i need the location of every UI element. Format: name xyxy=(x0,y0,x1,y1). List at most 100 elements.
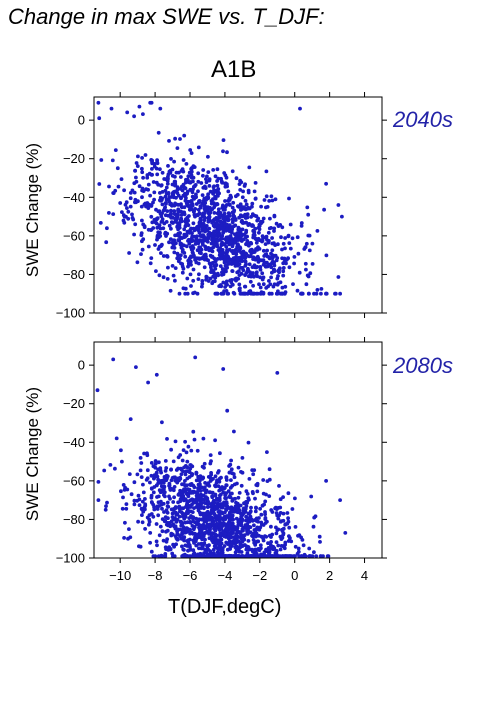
data-point xyxy=(163,194,168,199)
data-point xyxy=(132,498,137,503)
data-point xyxy=(198,245,203,250)
data-point xyxy=(224,491,229,496)
data-point xyxy=(194,497,198,502)
data-point xyxy=(198,523,203,528)
data-point xyxy=(261,282,266,287)
data-point xyxy=(203,207,208,212)
data-point xyxy=(188,520,192,524)
data-point xyxy=(269,524,273,529)
data-point xyxy=(124,502,129,506)
data-point xyxy=(192,212,197,217)
data-point xyxy=(244,220,248,225)
data-point xyxy=(209,459,213,463)
data-point xyxy=(205,174,209,179)
data-point xyxy=(251,554,256,558)
data-point xyxy=(219,553,223,557)
data-point xyxy=(266,255,271,259)
data-point xyxy=(180,188,185,193)
y-tick-label: −100 xyxy=(56,551,85,566)
y-tick-label: −60 xyxy=(63,473,85,488)
data-point xyxy=(216,219,220,223)
data-point xyxy=(264,252,269,257)
data-point xyxy=(317,534,322,539)
data-point xyxy=(149,461,154,465)
data-point xyxy=(188,482,193,487)
data-point xyxy=(149,549,154,554)
data-point xyxy=(241,268,246,273)
data-point xyxy=(219,220,223,225)
data-point xyxy=(299,221,304,225)
data-point xyxy=(293,496,297,501)
data-point xyxy=(194,543,199,548)
data-point xyxy=(170,511,175,516)
data-point xyxy=(246,545,251,549)
data-point xyxy=(297,270,302,275)
data-point xyxy=(284,261,288,266)
data-point xyxy=(186,174,191,179)
data-point xyxy=(287,265,292,270)
data-point xyxy=(158,490,163,495)
data-point xyxy=(232,429,236,434)
data-point xyxy=(230,484,235,488)
data-point xyxy=(204,274,209,279)
data-point xyxy=(299,535,303,540)
data-point xyxy=(148,261,153,266)
chart-panel-1: 0−20−40−60−80−100−10 −8 −6 −4 −2 0 2 4 xyxy=(56,337,387,583)
data-point xyxy=(165,209,170,214)
data-point xyxy=(242,291,247,296)
data-point xyxy=(125,206,129,211)
data-point xyxy=(200,464,205,469)
data-point xyxy=(237,549,242,554)
data-point xyxy=(234,278,238,283)
data-point xyxy=(134,161,139,165)
data-point xyxy=(221,529,225,534)
data-point xyxy=(229,467,234,472)
data-point xyxy=(197,272,201,277)
data-point xyxy=(192,506,196,510)
data-point xyxy=(237,215,242,220)
data-point xyxy=(284,257,289,262)
y-tick-label: −80 xyxy=(63,267,85,282)
data-point xyxy=(206,218,211,223)
data-point xyxy=(187,207,192,212)
data-point xyxy=(162,510,166,514)
data-point xyxy=(222,255,227,259)
data-point xyxy=(232,538,236,543)
data-point xyxy=(214,521,219,526)
data-point xyxy=(293,544,298,549)
data-point xyxy=(287,534,291,538)
data-point xyxy=(308,554,312,558)
data-point xyxy=(155,507,160,511)
data-point xyxy=(236,554,241,558)
data-point xyxy=(151,464,156,469)
data-point xyxy=(245,531,250,535)
data-point xyxy=(211,498,216,503)
data-point xyxy=(249,505,253,510)
data-point xyxy=(124,506,129,511)
data-point xyxy=(213,493,218,498)
data-point xyxy=(149,228,153,233)
data-point xyxy=(277,270,281,275)
data-point xyxy=(182,227,187,232)
data-point xyxy=(258,275,262,280)
data-point xyxy=(203,537,207,542)
data-point xyxy=(310,241,315,246)
data-point xyxy=(176,537,180,542)
data-point xyxy=(226,254,231,259)
data-point xyxy=(242,232,247,237)
data-point xyxy=(239,271,244,276)
data-point xyxy=(195,448,200,453)
data-point xyxy=(225,265,230,270)
data-point xyxy=(198,529,203,534)
data-point xyxy=(228,470,232,475)
data-point xyxy=(140,239,144,244)
data-point xyxy=(206,475,211,479)
data-point xyxy=(105,226,109,231)
data-point xyxy=(189,254,193,259)
data-point xyxy=(299,291,303,296)
data-point xyxy=(173,136,178,141)
data-point xyxy=(234,500,238,505)
data-point xyxy=(243,198,248,203)
data-point xyxy=(199,494,203,499)
data-point xyxy=(243,284,248,289)
